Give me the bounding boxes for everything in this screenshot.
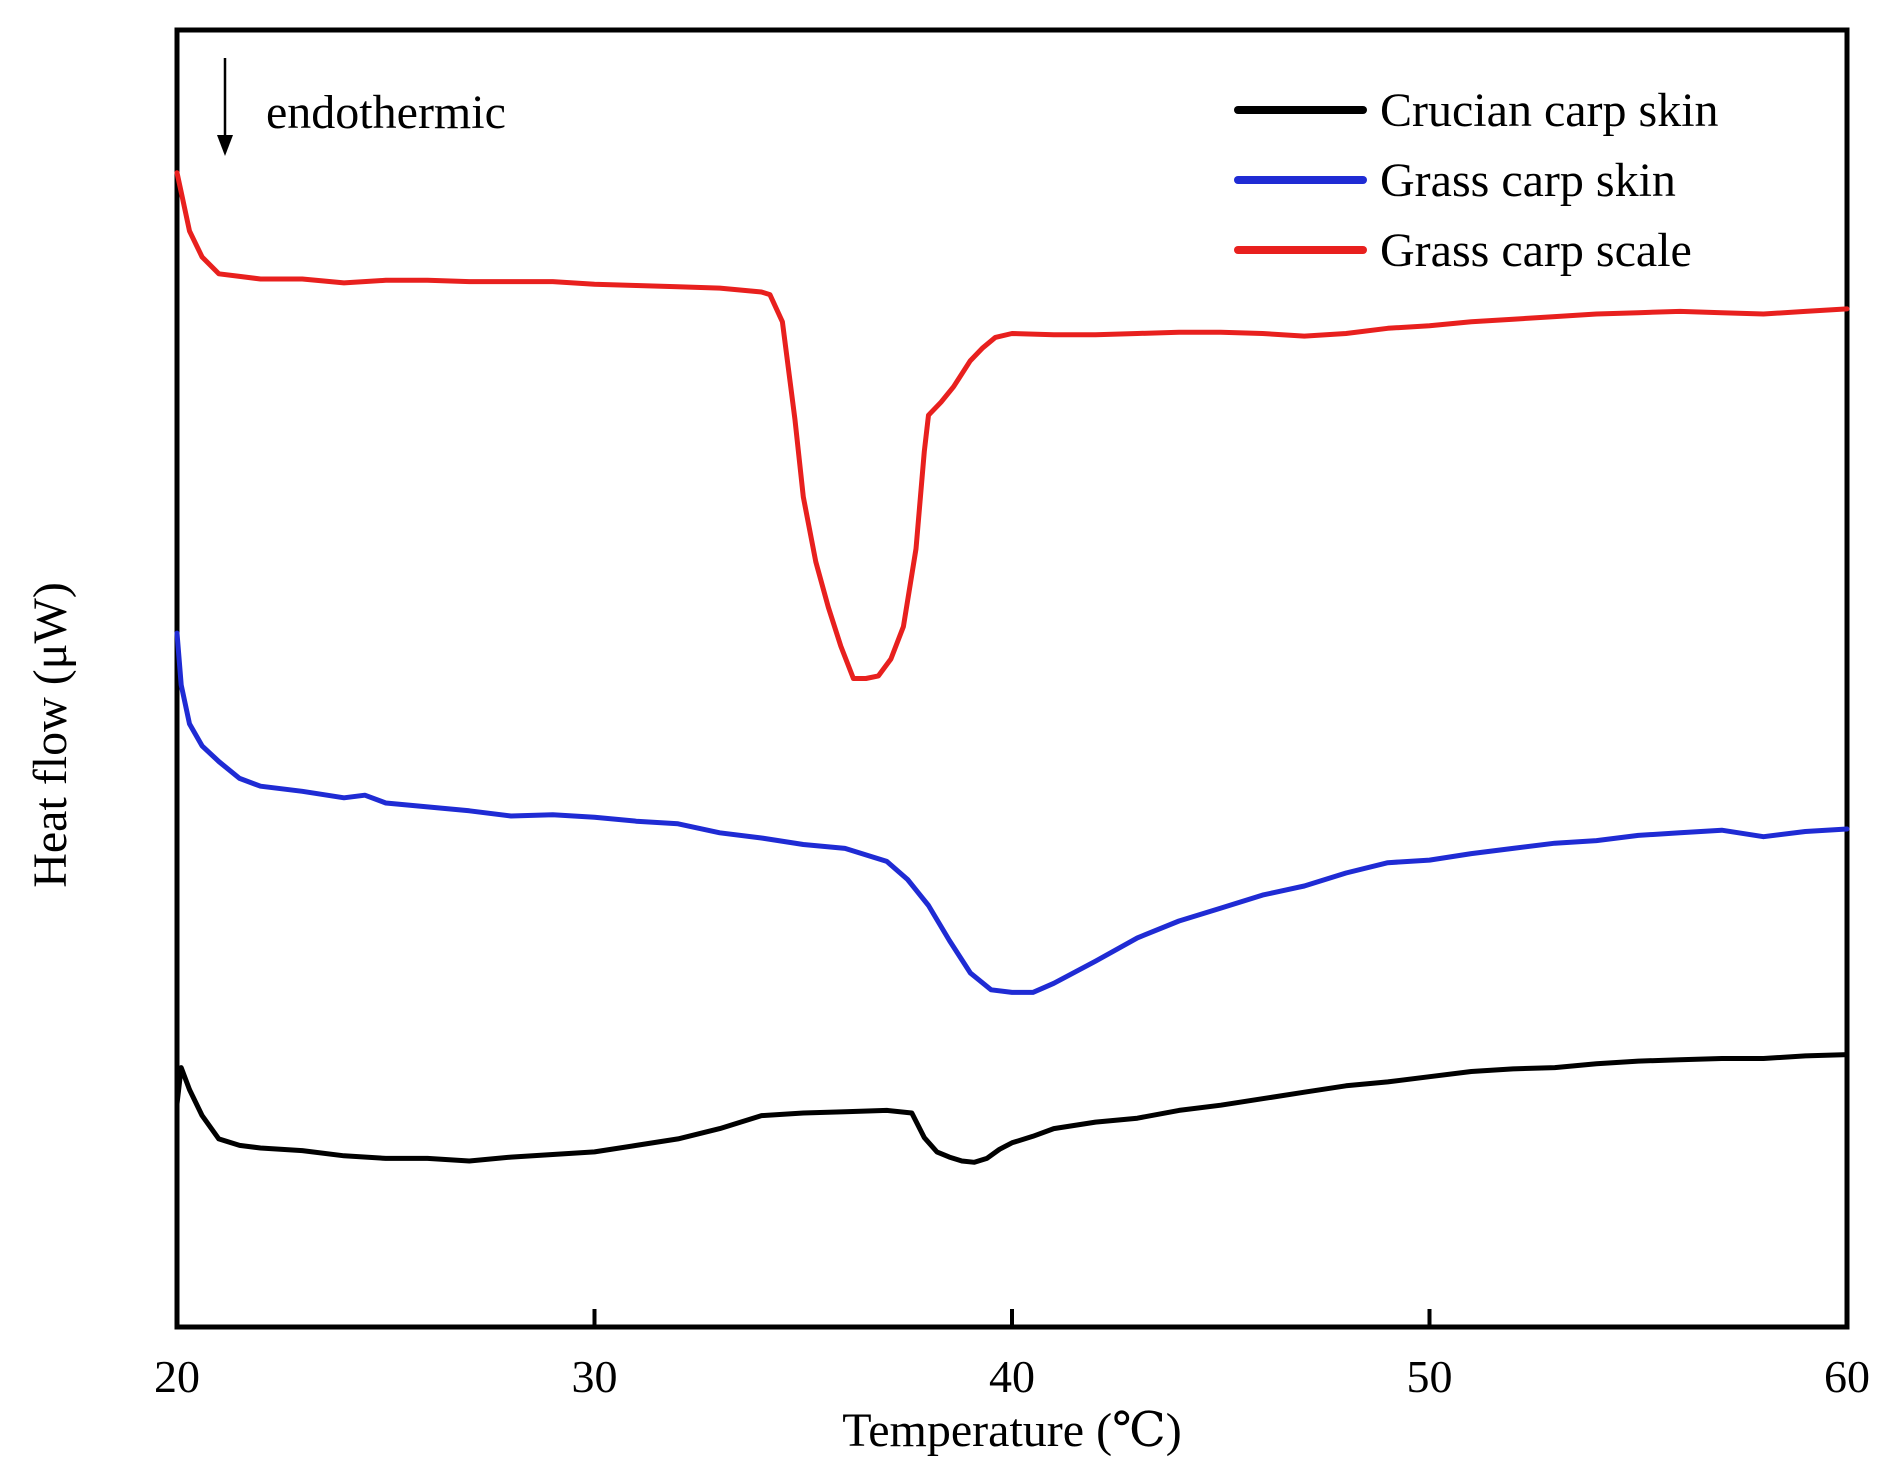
legend-label: Grass carp skin	[1380, 154, 1676, 207]
y-axis-title: Heat flow (μW)	[24, 582, 77, 888]
x-tick-label: 20	[154, 1351, 200, 1402]
legend-label: Grass carp scale	[1380, 224, 1692, 277]
x-axis-tick-labels: 20 30 40 50 60	[154, 1351, 1870, 1402]
x-axis-ticks	[175, 1309, 1849, 1327]
legend-label: Crucian carp skin	[1380, 84, 1719, 137]
x-axis-title: Temperature (℃)	[842, 1404, 1182, 1457]
x-tick-label: 50	[1407, 1351, 1453, 1402]
series-line-crucian-carp-skin	[174, 1052, 1850, 1165]
endothermic-annotation: endothermic	[217, 58, 506, 156]
series-line-grass-carp-scale	[174, 170, 1850, 681]
series-lines	[174, 170, 1850, 1165]
endothermic-label: endothermic	[266, 86, 506, 139]
legend: Crucian carp skin Grass carp skin Grass ca…	[1234, 84, 1719, 277]
x-tick-label: 40	[989, 1351, 1035, 1402]
x-tick-label: 30	[572, 1351, 618, 1402]
x-tick-label: 60	[1824, 1351, 1870, 1402]
series-line-grass-carp-skin	[174, 630, 1850, 995]
down-arrow-icon	[217, 135, 233, 156]
